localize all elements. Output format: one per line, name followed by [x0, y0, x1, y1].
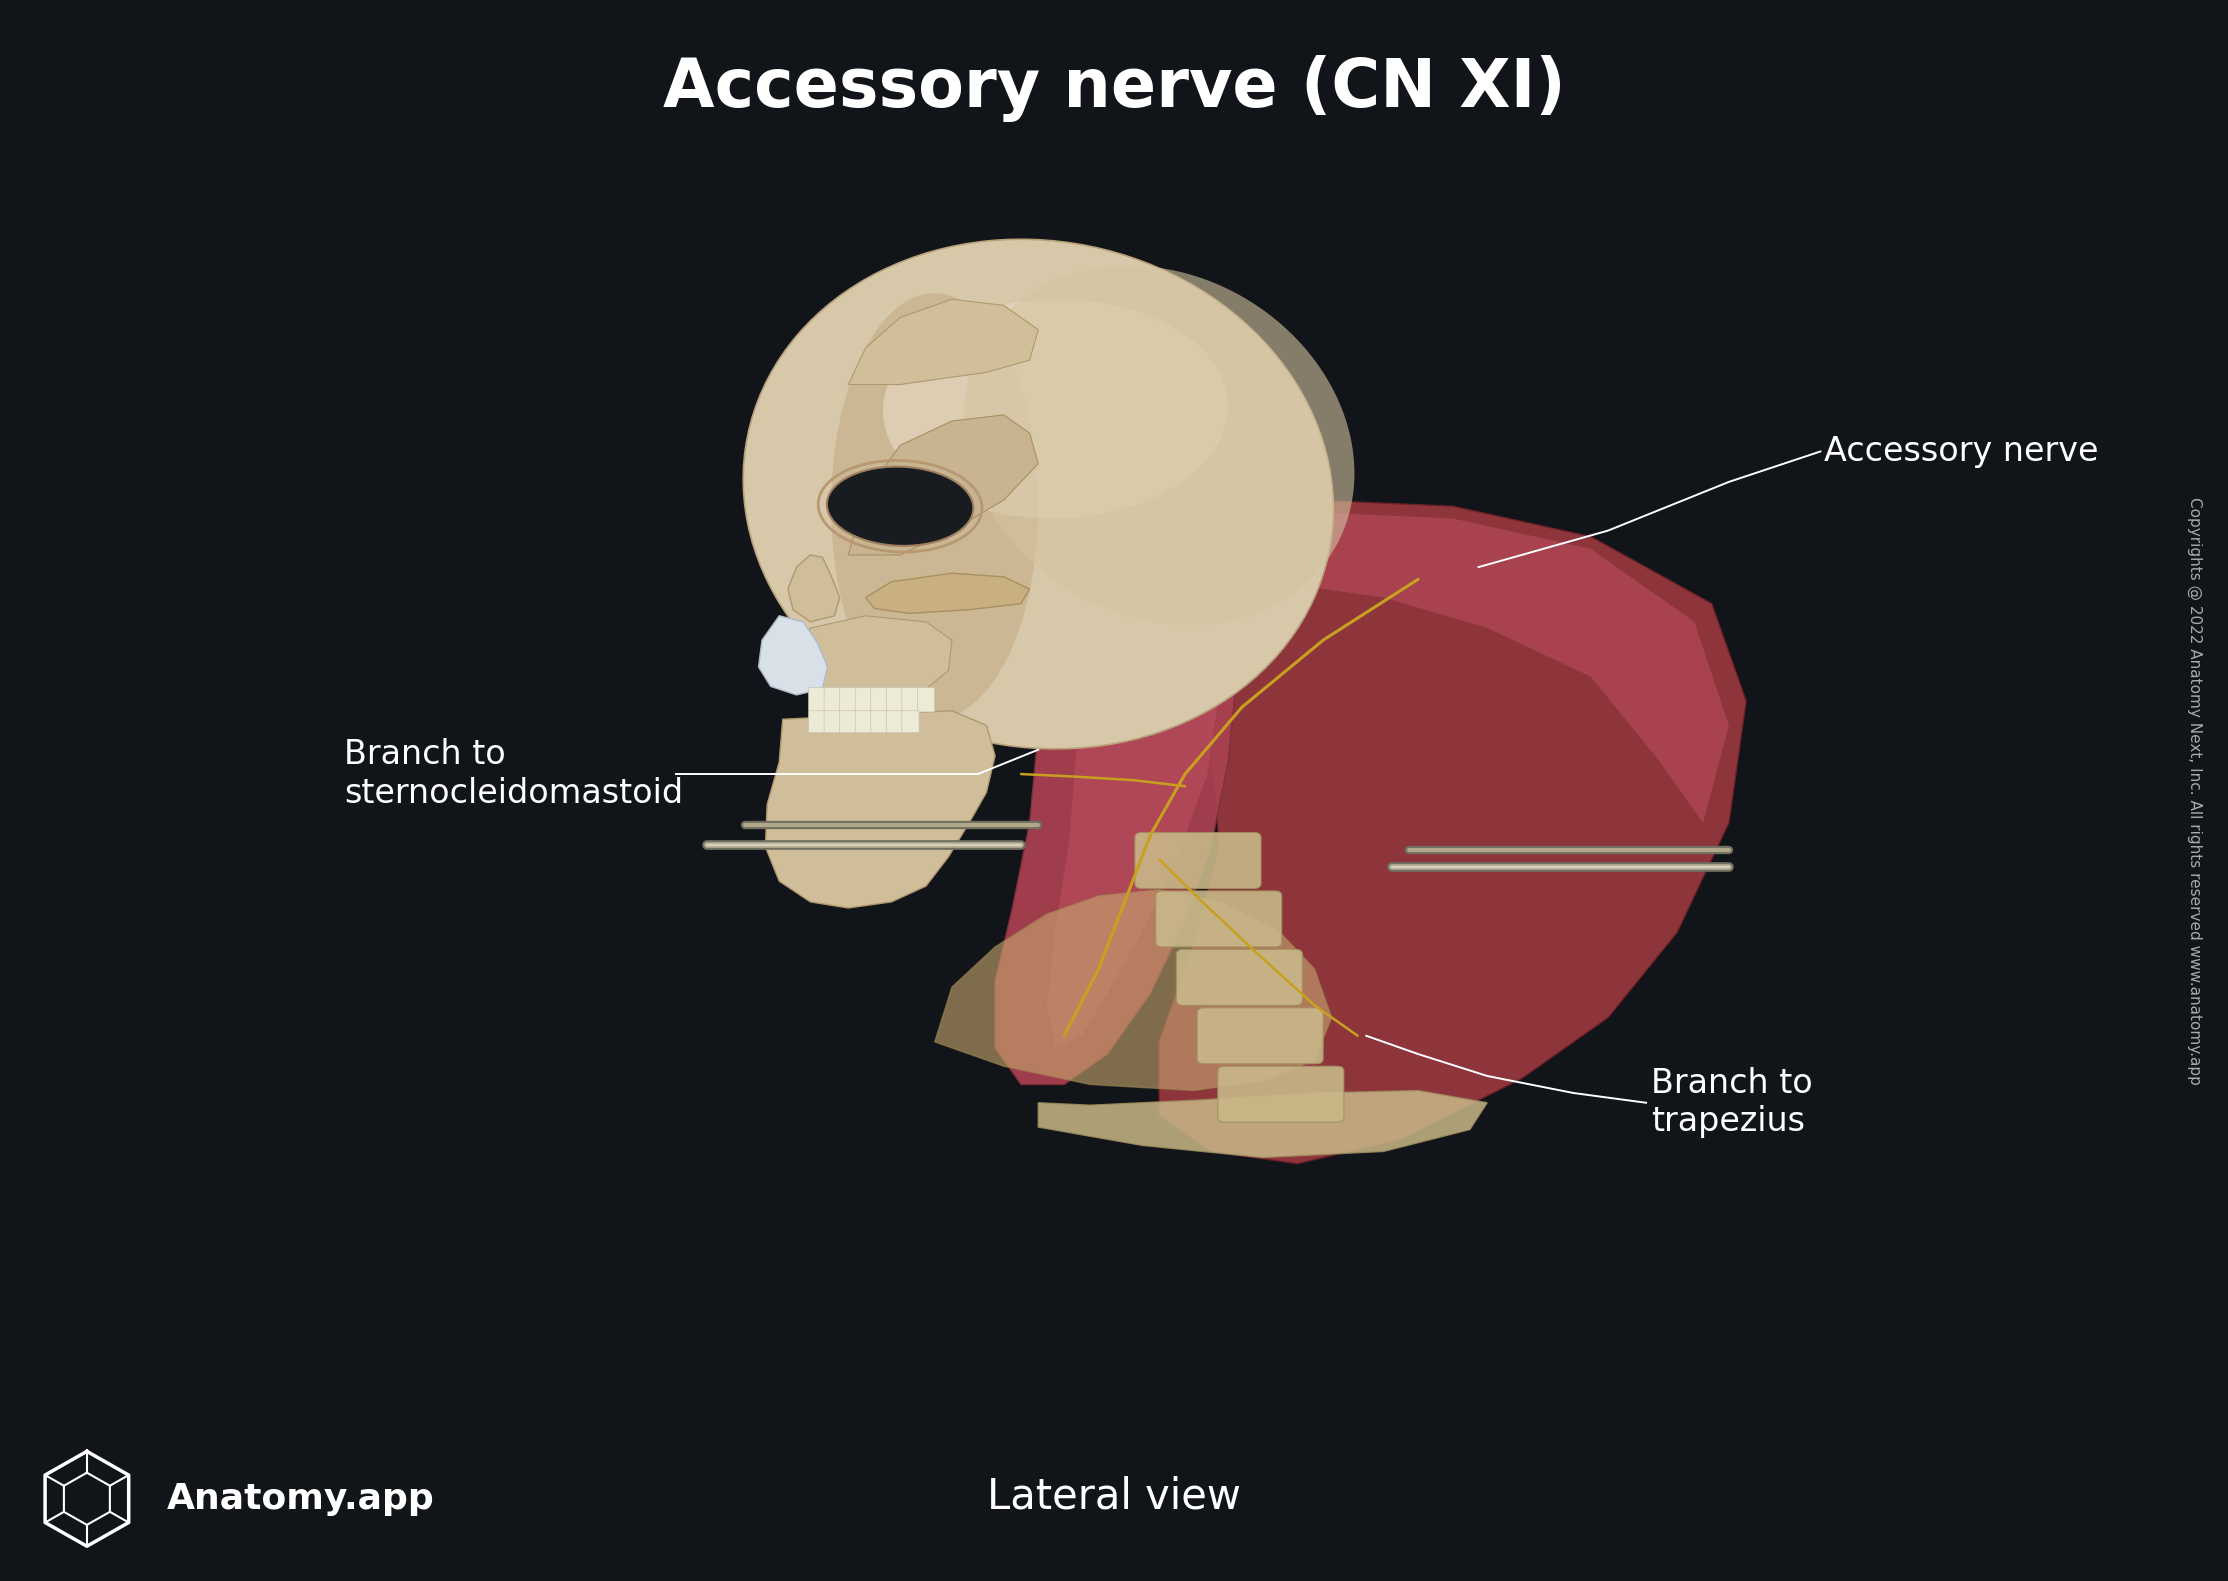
Text: Branch to
trapezius: Branch to trapezius	[1651, 1067, 1814, 1138]
FancyBboxPatch shape	[1196, 1007, 1323, 1064]
Polygon shape	[1038, 1091, 1488, 1157]
FancyBboxPatch shape	[887, 711, 905, 732]
FancyBboxPatch shape	[918, 688, 936, 711]
FancyBboxPatch shape	[840, 711, 858, 732]
Polygon shape	[849, 414, 1038, 555]
Text: Copyrights @ 2022 Anatomy Next, Inc. All rights reserved www.anatomy.app: Copyrights @ 2022 Anatomy Next, Inc. All…	[2188, 496, 2201, 1085]
Text: Accessory nerve (CN XI): Accessory nerve (CN XI)	[662, 55, 1566, 122]
FancyBboxPatch shape	[902, 688, 920, 711]
FancyBboxPatch shape	[824, 688, 842, 711]
FancyBboxPatch shape	[824, 711, 842, 732]
FancyBboxPatch shape	[856, 688, 873, 711]
FancyBboxPatch shape	[840, 688, 858, 711]
Ellipse shape	[827, 466, 974, 545]
Text: Branch to
sternocleidomastoid: Branch to sternocleidomastoid	[343, 738, 684, 809]
FancyBboxPatch shape	[887, 688, 905, 711]
FancyBboxPatch shape	[1176, 949, 1303, 1006]
FancyBboxPatch shape	[871, 711, 889, 732]
Ellipse shape	[744, 239, 1332, 749]
FancyBboxPatch shape	[809, 711, 827, 732]
FancyBboxPatch shape	[1219, 1066, 1343, 1123]
Text: Accessory nerve: Accessory nerve	[1825, 435, 2099, 468]
Polygon shape	[766, 711, 996, 907]
Polygon shape	[1159, 500, 1747, 1164]
Text: Lateral view: Lateral view	[987, 1475, 1241, 1518]
Polygon shape	[1203, 512, 1729, 822]
Polygon shape	[798, 617, 951, 699]
Ellipse shape	[965, 266, 1355, 624]
Polygon shape	[936, 890, 1332, 1091]
Polygon shape	[789, 555, 840, 621]
Ellipse shape	[882, 299, 1228, 519]
FancyBboxPatch shape	[902, 711, 920, 732]
Polygon shape	[1047, 569, 1219, 1048]
FancyBboxPatch shape	[1134, 833, 1261, 889]
Ellipse shape	[831, 292, 1038, 719]
Polygon shape	[758, 617, 827, 696]
FancyBboxPatch shape	[871, 688, 889, 711]
FancyBboxPatch shape	[856, 711, 873, 732]
Polygon shape	[849, 299, 1038, 384]
FancyBboxPatch shape	[809, 688, 827, 711]
Polygon shape	[996, 561, 1237, 1085]
Text: Anatomy.app: Anatomy.app	[167, 1481, 434, 1516]
FancyBboxPatch shape	[1156, 892, 1281, 947]
Polygon shape	[867, 574, 1029, 613]
